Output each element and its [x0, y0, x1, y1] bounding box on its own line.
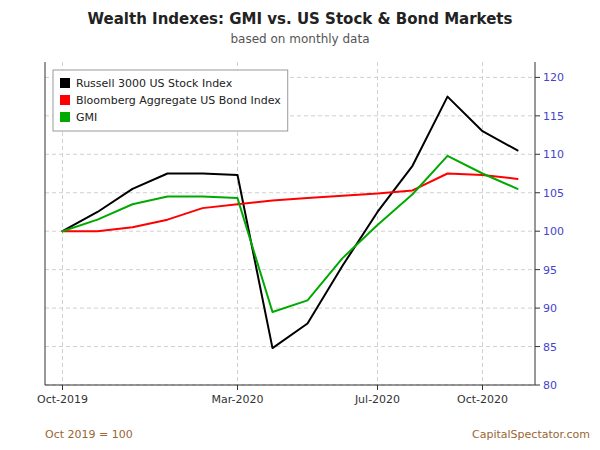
y-tick: [535, 308, 540, 309]
y-tick: [535, 269, 540, 270]
grid: [45, 62, 535, 385]
series-line: [63, 156, 518, 312]
y-tick: [535, 346, 540, 347]
y-grid-line: [45, 269, 535, 270]
y-tick: [535, 154, 540, 155]
subtitle: based on monthly data: [230, 32, 369, 46]
y-tick: [535, 77, 540, 78]
legend-swatch: [60, 78, 70, 88]
chart-container: Wealth Indexes: GMI vs. US Stock & Bond …: [0, 0, 600, 450]
x-tick: [237, 385, 238, 390]
y-tick-label: 90: [543, 302, 557, 315]
x-tick-label: Jul-2020: [354, 393, 400, 406]
left-frame-line: [45, 62, 46, 385]
chart-svg: Wealth Indexes: GMI vs. US Stock & Bond …: [0, 0, 600, 450]
y-tick-label: 115: [543, 110, 564, 123]
footnote: Oct 2019 = 100: [45, 428, 133, 441]
y-grid-line: [45, 308, 535, 309]
y-grid-line: [45, 346, 535, 347]
legend-label: Bloomberg Aggregate US Bond Index: [76, 94, 281, 107]
legend-label: GMI: [76, 111, 97, 124]
y-tick: [535, 115, 540, 116]
x-tick: [62, 385, 63, 390]
title: Wealth Indexes: GMI vs. US Stock & Bond …: [88, 10, 513, 28]
y-grid-line: [45, 231, 535, 232]
x-axis-line: [45, 385, 535, 386]
legend-box: [53, 70, 288, 131]
legend-label: Russell 3000 US Stock Index: [76, 77, 233, 90]
series-line: [63, 97, 518, 348]
y-tick-label: 95: [543, 264, 557, 277]
y-grid-line: [45, 385, 535, 386]
x-tick: [482, 385, 483, 390]
y-tick-label: 105: [543, 187, 564, 200]
y-tick-label: 85: [543, 341, 557, 354]
series-group: [63, 97, 518, 348]
y-tick-label: 80: [543, 379, 557, 392]
footnote: CapitalSpectator.com: [472, 428, 590, 441]
x-grid-line: [482, 62, 483, 385]
x-tick-label: Oct-2019: [37, 393, 88, 406]
x-tick: [377, 385, 378, 390]
y-tick-label: 120: [543, 71, 564, 84]
y-tick: [535, 192, 540, 193]
legend-swatch: [60, 95, 70, 105]
x-tick-label: Oct-2020: [457, 393, 508, 406]
axes: 80 85 90 95 100 105 110 115 120 Oct-2019 Mar-2020 J…: [37, 62, 564, 406]
y-grid-line: [45, 154, 535, 155]
y-tick-label: 100: [543, 225, 564, 238]
legend-swatch: [60, 112, 70, 122]
y-grid-line: [45, 192, 535, 193]
x-tick-label: Mar-2020: [211, 393, 263, 406]
y-tick: [535, 385, 540, 386]
series-line: [63, 174, 518, 232]
legend: Russell 3000 US Stock Index Bloomberg Agg…: [53, 70, 288, 131]
y-tick-label: 110: [543, 148, 564, 161]
y-axis-line: [535, 62, 536, 385]
y-tick: [535, 231, 540, 232]
